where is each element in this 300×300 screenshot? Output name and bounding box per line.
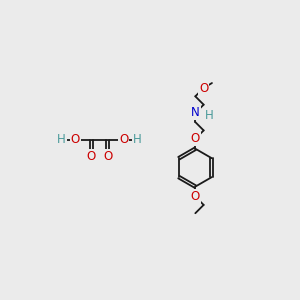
Text: O: O	[199, 82, 208, 94]
Text: O: O	[70, 134, 80, 146]
Text: H: H	[205, 109, 214, 122]
Text: O: O	[87, 150, 96, 163]
Text: O: O	[191, 132, 200, 145]
Text: H: H	[133, 134, 142, 146]
Text: O: O	[103, 150, 112, 163]
Text: O: O	[191, 190, 200, 203]
Text: O: O	[119, 134, 128, 146]
Text: H: H	[57, 134, 66, 146]
Text: N: N	[191, 106, 200, 119]
